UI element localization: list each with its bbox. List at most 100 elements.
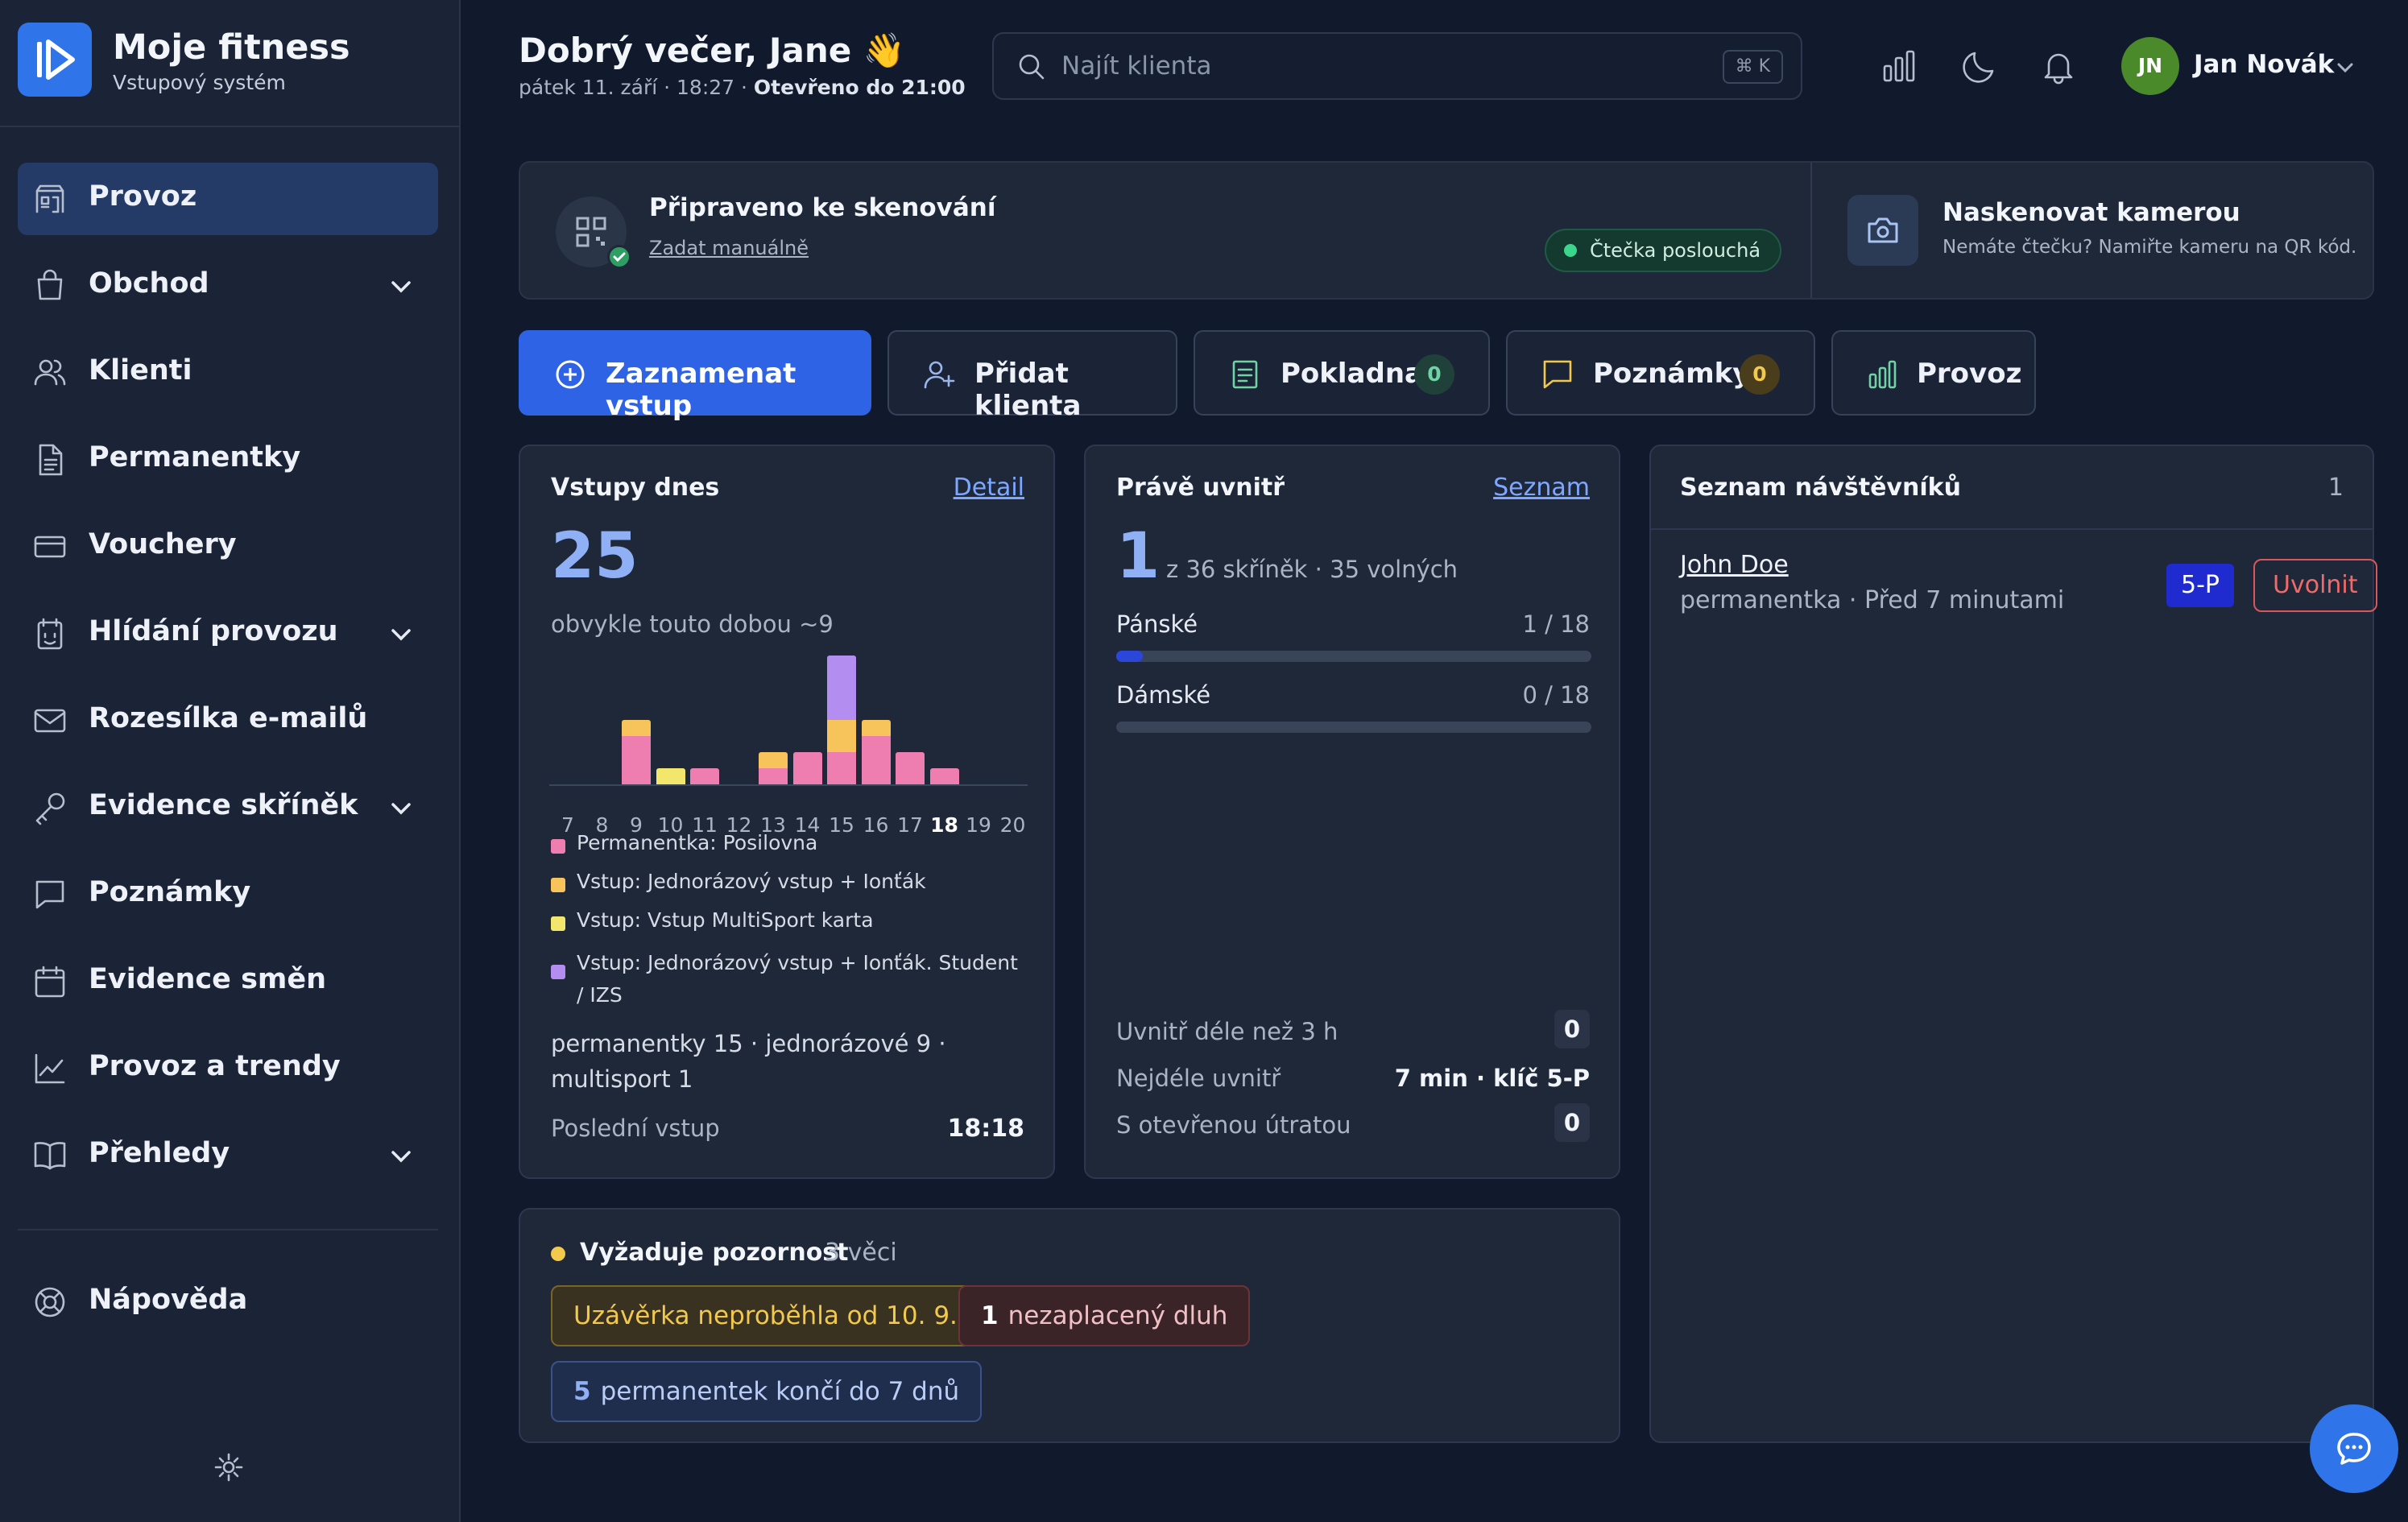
inside-title: Právě uvnitř [1116, 474, 1285, 502]
women-lockers-bar [1116, 722, 1591, 733]
operations-button[interactable]: Provoz [1831, 330, 2036, 416]
sidebar-item-evidence-skrinek[interactable]: Evidence skříněk [18, 771, 438, 844]
over-3h-value: 0 [1554, 1010, 1590, 1048]
legend-item: Vstup: Jednorázový vstup + Ionťák. Stude… [551, 947, 1018, 1011]
attention-dot-icon [551, 1247, 565, 1261]
camera-icon[interactable] [1847, 195, 1918, 266]
document-icon [39, 444, 63, 476]
sidebar-item-vouchery[interactable]: Vouchery [18, 511, 438, 583]
chevron-down-icon[interactable] [388, 796, 414, 821]
chevron-down-icon[interactable] [388, 274, 414, 300]
sidebar-divider [18, 1229, 438, 1230]
card-icon [34, 536, 66, 558]
book-icon [34, 1142, 66, 1170]
visitors-card: Seznam návštěvníků 1 John Doe permanentk… [1649, 445, 2377, 1443]
legend-swatch [551, 839, 565, 854]
open-tab-value: 0 [1554, 1103, 1590, 1142]
chart-x-tick: 17 [897, 813, 923, 837]
legend-label: Vstup: Jednorázový vstup + Ionťák. Stude… [577, 951, 1018, 1007]
sidebar-divider [0, 126, 459, 127]
chart-bar-segment [861, 720, 891, 736]
bar-chart-icon [1868, 360, 1897, 389]
chevron-down-icon[interactable] [2334, 56, 2356, 79]
expiring-label: permanentek končí do 7 dnů [600, 1377, 960, 1406]
sidebar-item-provoz-trendy[interactable]: Provoz a trendy [18, 1032, 438, 1105]
manual-entry-link[interactable]: Zadat manuálně [649, 237, 809, 259]
sidebar-item-label: Permanentky [89, 441, 301, 474]
sidebar-item-napoveda[interactable]: Nápověda [18, 1266, 438, 1338]
visitor-row[interactable]: John Doe permanentka · Před 7 minutami 5… [1680, 551, 2377, 631]
avatar[interactable]: JN [2121, 37, 2179, 95]
sidebar-item-hlidani-provozu[interactable]: Hlídání provozu [18, 598, 438, 670]
sidebar-item-prehledy[interactable]: Přehledy [18, 1119, 438, 1192]
sidebar-item-label: Hlídání provozu [89, 615, 338, 647]
record-entry-label: Zaznamenat vstup [606, 358, 796, 422]
brand-subtitle: Vstupový systém [113, 71, 286, 94]
client-search[interactable]: Najít klienta ⌘ K [992, 32, 1802, 100]
status-dot-icon [1564, 244, 1577, 257]
qr-icon [556, 196, 631, 269]
check-icon [607, 245, 631, 269]
chart-baseline [549, 784, 1028, 786]
men-lockers-label: Pánské [1116, 610, 1198, 638]
debt-alert[interactable]: 1 nezaplacený dluh [958, 1285, 1251, 1346]
entries-chart: 7 8 9 10 11 12 13 14 15 16 17 18 19 20 [520, 446, 1053, 849]
sidebar-item-label: Nápověda [89, 1284, 248, 1316]
visitor-name-link[interactable]: John Doe [1680, 551, 1789, 579]
bell-icon[interactable] [2039, 47, 2078, 85]
expiring-passes-alert[interactable]: 5 permanentek končí do 7 dnů [551, 1361, 983, 1422]
men-lockers-value: 1 / 18 [1522, 610, 1590, 638]
sidebar-item-poznamky[interactable]: Poznámky [18, 858, 438, 931]
scan-panel: Připraveno ke skenování Zadat manuálně Č… [519, 161, 2374, 300]
legend-swatch [551, 878, 565, 892]
lifebuoy-icon [35, 1287, 65, 1317]
sidebar-item-label: Evidence skříněk [89, 789, 358, 821]
cash-register-button[interactable]: Pokladna 0 [1194, 330, 1490, 416]
entries-detail-link[interactable]: Detail [953, 474, 1024, 502]
closing-alert[interactable]: Uzávěrka neproběhla od 10. 9. [551, 1285, 980, 1346]
chart-x-tick: 10 [657, 813, 684, 837]
entries-summary: permanentky 15 · jednorázové 9 · multisp… [551, 1030, 946, 1093]
record-entry-button[interactable]: Zaznamenat vstup [519, 330, 871, 422]
bar-chart-icon[interactable] [1880, 47, 1918, 85]
page-title: Dobrý večer, Jane 👋 [519, 31, 906, 70]
sidebar-item-rozesilka[interactable]: Rozesílka e-mailů [18, 684, 438, 757]
inside-now-card: Právě uvnitř Seznam 1 z 36 skříněk · 35 … [1084, 445, 1620, 1179]
brand-logo-icon[interactable] [18, 23, 92, 97]
search-input[interactable]: Najít klienta [1061, 52, 1212, 81]
debt-label: nezaplacený dluh [1007, 1301, 1228, 1330]
entries-count: 25 [551, 520, 639, 593]
sidebar-item-label: Obchod [89, 267, 209, 300]
sidebar-item-provoz[interactable]: Provoz [18, 163, 438, 235]
add-client-button[interactable]: Přidat klienta [887, 330, 1177, 422]
visitors-divider [1651, 528, 2373, 530]
chart-bar-segment [827, 656, 856, 720]
chart-x-tick: 18 [930, 813, 958, 837]
camera-scan-title[interactable]: Naskenovat kamerou [1943, 198, 2240, 227]
receipt-icon [1232, 360, 1258, 389]
chat-support-button[interactable] [2310, 1404, 2398, 1493]
sidebar-item-label: Klienti [89, 354, 192, 387]
chevron-down-icon[interactable] [388, 622, 414, 647]
sidebar-item-evidence-smen[interactable]: Evidence směn [18, 945, 438, 1018]
attention-title: Vyžaduje pozornost [580, 1239, 849, 1267]
sidebar-item-permanentky[interactable]: Permanentky [18, 424, 438, 496]
chart-x-tick: 8 [595, 813, 609, 837]
visitor-meta: permanentka · Před 7 minutami [1680, 586, 2065, 614]
sidebar-item-klienti[interactable]: Klienti [18, 337, 438, 409]
user-name[interactable]: Jan Novák [2194, 50, 2335, 79]
release-locker-button[interactable]: Uvolnit [2253, 559, 2377, 612]
moon-icon[interactable] [1960, 47, 1999, 85]
gear-icon[interactable] [211, 1450, 246, 1485]
chart-bar-segment [792, 752, 822, 784]
notes-button[interactable]: Poznámky 0 [1506, 330, 1815, 416]
chevron-down-icon[interactable] [388, 1144, 414, 1169]
chart-bar-segment [827, 752, 856, 784]
sidebar-item-obchod[interactable]: Obchod [18, 250, 438, 322]
legend-label: Permanentka: Posilovna [577, 831, 818, 854]
plus-circle-icon [556, 360, 585, 389]
sidebar-item-label: Vouchery [89, 528, 237, 560]
chart-bar-segment [929, 768, 959, 784]
inside-list-link[interactable]: Seznam [1493, 474, 1590, 502]
shopping-bag-icon [37, 269, 63, 300]
